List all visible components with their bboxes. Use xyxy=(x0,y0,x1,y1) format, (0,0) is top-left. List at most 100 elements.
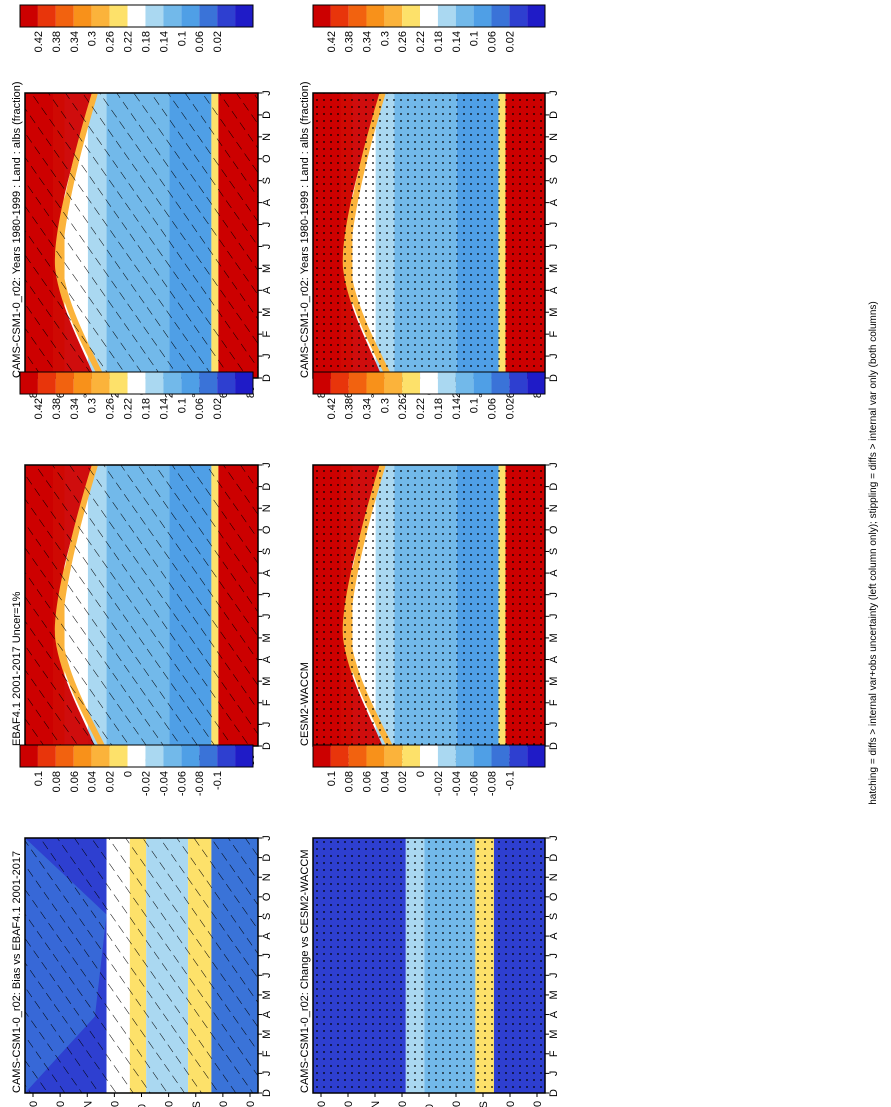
colorbar-label: 0.06 xyxy=(362,771,374,792)
colorbar-label: 0.26 xyxy=(105,31,117,52)
lat-tick-label: 20 xyxy=(397,1101,409,1107)
colorbar-label: 0.02 xyxy=(212,398,224,419)
month-tick-label: S xyxy=(548,548,560,555)
lat-tick-label: °S xyxy=(478,1101,490,1107)
month-tick-label: M xyxy=(261,264,273,273)
month-tick-label: F xyxy=(548,1050,560,1057)
colorbar-swatch xyxy=(73,745,92,767)
month-tick-label: M xyxy=(548,308,560,317)
colorbar-label: 0.3 xyxy=(379,398,391,413)
lat-tick-label: 80 xyxy=(316,1101,328,1107)
month-tick-label: O xyxy=(548,525,560,534)
colorbar-swatch xyxy=(455,745,474,767)
month-tick-label: J xyxy=(548,592,560,598)
colorbar-swatch xyxy=(235,745,253,767)
month-tick-label: M xyxy=(261,677,273,686)
colorbar-label: 0.22 xyxy=(123,31,135,52)
month-tick-label: J xyxy=(261,722,273,728)
month-tick-label: O xyxy=(548,154,560,163)
month-tick-label: D xyxy=(548,854,560,862)
colorbar-swatch xyxy=(20,372,38,394)
month-tick-label: N xyxy=(261,133,273,141)
colorbar-swatch xyxy=(20,745,38,767)
colorbar-swatch xyxy=(437,745,456,767)
colorbar-label: 0.34 xyxy=(69,31,81,52)
colorbar-swatch xyxy=(420,372,438,394)
colorbar-label: 0.18 xyxy=(433,398,445,419)
colorbar-swatch xyxy=(109,745,128,767)
lat-tick-label: 60 xyxy=(343,1101,355,1107)
colorbar-label: 0.38 xyxy=(51,398,63,419)
colorbar-swatch xyxy=(366,372,385,394)
colorbar-label: 0 xyxy=(415,771,427,777)
month-tick-label: A xyxy=(548,932,560,940)
colorbar-swatch xyxy=(491,745,510,767)
month-tick-label: D xyxy=(261,111,273,119)
colorbar-label: 0.42 xyxy=(33,31,45,52)
month-tick-label: N xyxy=(548,504,560,512)
colorbar-swatch xyxy=(109,5,128,27)
heatmap-panel-1: DJFMAMJJASONDJ8060°N20020°S6080CAMS-CSM1… xyxy=(11,4,273,398)
colorbar-label: -0.1 xyxy=(504,771,516,790)
colorbar-label: 0.18 xyxy=(433,31,445,52)
colorbar-swatch xyxy=(473,5,492,27)
month-tick-label: J xyxy=(261,1071,273,1077)
month-tick-label: A xyxy=(261,569,273,577)
colorbar-label: 0.34 xyxy=(69,398,81,419)
month-tick-label: D xyxy=(548,111,560,119)
month-tick-label: J xyxy=(261,222,273,228)
colorbar-swatch xyxy=(199,372,218,394)
colorbar-swatch xyxy=(55,745,74,767)
colorbar-label: 0.1 xyxy=(469,398,481,413)
month-tick-label: A xyxy=(548,286,560,294)
colorbar-swatch xyxy=(527,745,545,767)
colorbar-swatch xyxy=(20,5,38,27)
colorbar-swatch xyxy=(330,372,349,394)
colorbar-swatch xyxy=(348,372,367,394)
hatching-overlay xyxy=(25,465,258,746)
month-tick-label: D xyxy=(548,374,560,382)
colorbar-label: -0.08 xyxy=(486,771,498,796)
colorbar-swatch xyxy=(437,372,456,394)
colorbar-swatch xyxy=(163,745,182,767)
month-tick-label: M xyxy=(261,1030,273,1039)
colorbar-swatch xyxy=(73,372,92,394)
month-tick-label: O xyxy=(261,154,273,163)
colorbar-frame xyxy=(312,371,546,395)
month-tick-label: J xyxy=(548,222,560,228)
colorbar-label: 0.04 xyxy=(379,771,391,792)
colorbar-label: 0.3 xyxy=(379,31,391,46)
colorbar: 0.42 0.38 0.34 0.3 0.26 0.22 0.18 0.14 0.1 0.06 0.… xyxy=(19,371,254,419)
colorbar-swatch xyxy=(384,372,403,394)
month-tick-label: D xyxy=(548,742,560,750)
colorbar-swatch xyxy=(455,372,474,394)
colorbar-swatch xyxy=(509,745,528,767)
colorbar: 0.42 0.38 0.34 0.3 0.26 0.22 0.18 0.14 0.1 0.06 0.… xyxy=(19,4,254,52)
month-tick-label: M xyxy=(261,308,273,317)
lat-tick-label: 80 xyxy=(532,1101,544,1107)
month-tick-label: A xyxy=(548,569,560,577)
month-tick-label: N xyxy=(548,133,560,141)
colorbar-label: 0.1 xyxy=(33,771,45,786)
month-tick-label: A xyxy=(261,198,273,206)
stippling-overlay xyxy=(313,93,545,378)
month-tick-label: N xyxy=(261,504,273,512)
month-tick-label: N xyxy=(548,873,560,881)
panel-title: CAMS-CSM1-0_r02: Change vs CESM2-WACCM xyxy=(299,850,311,1093)
colorbar-swatch xyxy=(455,5,474,27)
colorbar-swatch xyxy=(473,745,492,767)
colorbar-swatch xyxy=(313,5,331,27)
colorbar-swatch xyxy=(199,5,218,27)
colorbar-swatch xyxy=(163,372,182,394)
colorbar-swatch xyxy=(366,5,385,27)
colorbar-label: 0.22 xyxy=(415,31,427,52)
month-tick-label: M xyxy=(548,677,560,686)
panel-title: CAMS-CSM1-0_r02: Years 1980-1999 : Land … xyxy=(11,81,23,378)
colorbar-swatch xyxy=(181,745,200,767)
month-tick-label: M xyxy=(548,1030,560,1039)
month-tick-label: A xyxy=(548,198,560,206)
colorbar-label: 0.04 xyxy=(87,771,99,792)
month-tick-label: J xyxy=(548,462,560,468)
month-tick-label: M xyxy=(548,990,560,999)
